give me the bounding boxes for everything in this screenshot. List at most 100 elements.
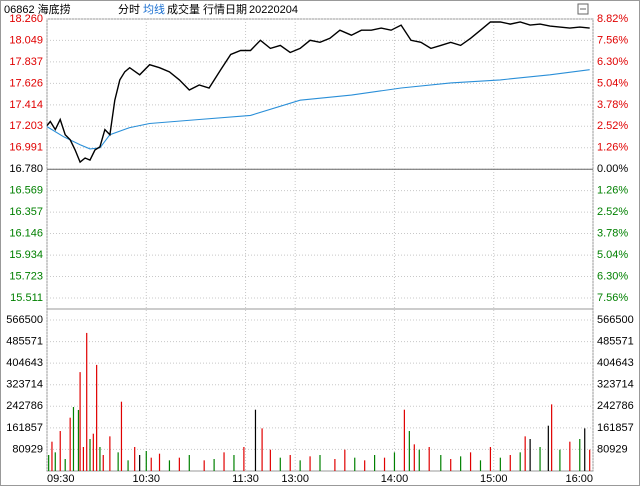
volume-bar <box>99 447 101 471</box>
volume-bar <box>69 417 71 471</box>
volume-tick-label: 161857 <box>6 422 43 434</box>
volume-bar <box>364 460 366 471</box>
volume-bar <box>569 441 571 471</box>
x-tick-label: 11:30 <box>232 473 259 485</box>
volume-bar <box>82 447 84 471</box>
volume-bar <box>223 452 225 471</box>
volume-bar <box>86 332 88 471</box>
volume-bar <box>354 457 356 471</box>
y-tick-label: 17.414 <box>9 99 43 111</box>
price-line <box>46 21 590 164</box>
volume-bar <box>299 460 301 471</box>
x-tick-label: 09:30 <box>47 473 75 485</box>
volume-bar <box>261 428 263 471</box>
volume-bar <box>589 449 591 471</box>
tab[interactable]: 均线 <box>143 2 165 16</box>
volume-bar <box>279 457 281 471</box>
y-tick-label: 18.049 <box>9 34 43 46</box>
date-label: 行情日期 <box>203 3 247 16</box>
volume-bar <box>117 452 119 471</box>
y-tick-label: 16.146 <box>9 227 43 239</box>
volume-bar <box>72 407 75 471</box>
volume-bar <box>158 453 161 471</box>
y-tick-label: 15.511 <box>10 292 43 304</box>
y2-tick-label: 3.78% <box>597 99 628 111</box>
volume-bar <box>178 457 180 471</box>
volume-bar <box>139 455 141 471</box>
tab[interactable]: 分时 <box>118 3 140 16</box>
volume-tick-label: 566500 <box>597 314 634 326</box>
volume-bar <box>403 409 405 471</box>
tab[interactable]: 成交量 <box>167 2 200 16</box>
y2-tick-label: 6.30% <box>597 56 628 68</box>
volume-bar <box>96 364 98 471</box>
volume-bar <box>374 455 376 471</box>
volume-bar <box>383 457 386 471</box>
volume-bar <box>89 439 91 471</box>
volume-bar <box>150 457 152 471</box>
volume-bar <box>188 455 190 471</box>
volume-bar <box>168 460 171 471</box>
volume-bar <box>469 452 472 471</box>
volume-bar <box>529 439 531 471</box>
volume-bar <box>584 428 586 471</box>
volume-bar <box>547 425 549 471</box>
volume-bar <box>418 449 420 471</box>
volume-bar <box>519 452 521 471</box>
volume-panel <box>46 308 594 472</box>
volume-bar <box>539 447 541 471</box>
volume-tick-label: 323714 <box>6 379 43 391</box>
collapse-button[interactable] <box>577 3 589 15</box>
x-tick-label: 14:00 <box>381 473 409 485</box>
average-line <box>46 69 590 150</box>
y2-tick-label: 5.04% <box>597 249 628 261</box>
volume-tick-label: 485571 <box>597 335 634 347</box>
volume-bar <box>145 451 147 471</box>
y-tick-label: 17.626 <box>9 77 43 89</box>
y-tick-label: 16.569 <box>9 185 43 197</box>
y-tick-label: 18.260 <box>9 13 43 25</box>
volume-bar <box>499 457 501 471</box>
volume-bar <box>479 460 482 471</box>
volume-bar <box>48 455 50 471</box>
volume-bar <box>440 455 442 471</box>
volume-tick-label: 80929 <box>597 443 628 455</box>
price-panel <box>46 18 594 310</box>
volume-tick-label: 404643 <box>597 357 634 369</box>
y-tick-label: 15.934 <box>9 249 43 261</box>
x-tick-label: 16:00 <box>565 473 593 485</box>
volume-bar <box>203 460 205 471</box>
y2-tick-label: 2.52% <box>597 120 628 132</box>
volume-bar <box>334 459 336 471</box>
volume-tick-label: 404643 <box>6 357 43 369</box>
volume-bar <box>134 447 136 471</box>
y2-tick-label: 3.78% <box>597 228 628 240</box>
x-tick-label: 13:00 <box>281 473 309 485</box>
y2-tick-label: 0.00% <box>597 163 628 175</box>
volume-bar <box>393 452 396 471</box>
volume-bar <box>319 455 321 471</box>
y2-tick-label: 2.52% <box>597 206 628 218</box>
volume-tick-label: 485571 <box>6 335 43 347</box>
volume-bar <box>579 439 581 471</box>
y2-tick-label: 5.04% <box>597 77 628 89</box>
volume-bar <box>64 459 66 471</box>
volume-bar <box>509 455 511 471</box>
volume-bar <box>428 447 430 471</box>
volume-bar <box>243 447 245 471</box>
y2-tick-label: 7.56% <box>597 34 628 46</box>
volume-tick-label: 80929 <box>12 443 43 455</box>
volume-tick-label: 566500 <box>6 314 43 326</box>
y2-tick-label: 6.30% <box>597 270 628 282</box>
volume-bar <box>127 460 129 471</box>
volume-bar <box>489 447 492 471</box>
y2-tick-label: 1.26% <box>597 142 628 154</box>
volume-tick-label: 242786 <box>6 400 43 412</box>
date: 20220204 <box>249 4 298 16</box>
volume-bar <box>109 436 111 471</box>
volume-bar <box>92 433 94 471</box>
stock-code: 06862 海底捞 <box>4 2 71 16</box>
y-tick-label: 16.991 <box>9 142 43 154</box>
volume-bar <box>120 401 123 471</box>
volume-bar <box>344 449 346 471</box>
